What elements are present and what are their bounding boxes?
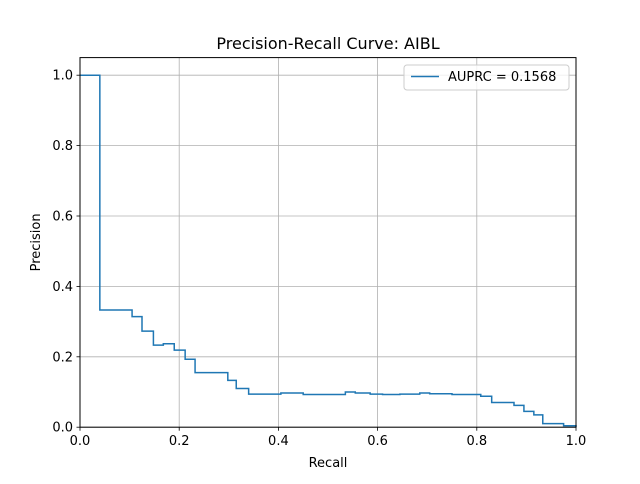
x-tick-label: 1.0 [566,434,587,449]
series-layer [80,74,577,428]
ticks: 0.0 0.2 0.4 0.6 0.8 1.0 0.0 0.2 0.4 0.6 0.8 1.0 [52,69,586,450]
y-tick-label: 1.0 [52,69,73,84]
legend-label: AUPRC = 0.1568 [448,70,556,85]
y-tick-label: 0.0 [52,421,73,436]
y-tick-label: 0.2 [52,350,73,365]
x-tick-label: 0.0 [70,434,91,449]
y-axis-label: Precision [29,213,44,271]
y-tick-label: 0.6 [52,210,73,225]
chart-title: Precision-Recall Curve: AIBL [216,34,439,53]
y-tick-label: 0.8 [52,139,73,154]
legend-box [403,64,570,91]
x-tick-label: 0.2 [169,434,190,449]
x-tick-label: 0.4 [268,434,289,449]
pr-curve-line [80,74,577,428]
x-tick-label: 0.8 [466,434,487,449]
x-axis-label: Recall [309,456,348,471]
axes-frame [79,57,577,428]
legend: AUPRC = 0.1568 [403,64,570,91]
x-tick-label: 0.6 [367,434,388,449]
grid [79,57,577,428]
y-tick-label: 0.4 [52,280,73,295]
